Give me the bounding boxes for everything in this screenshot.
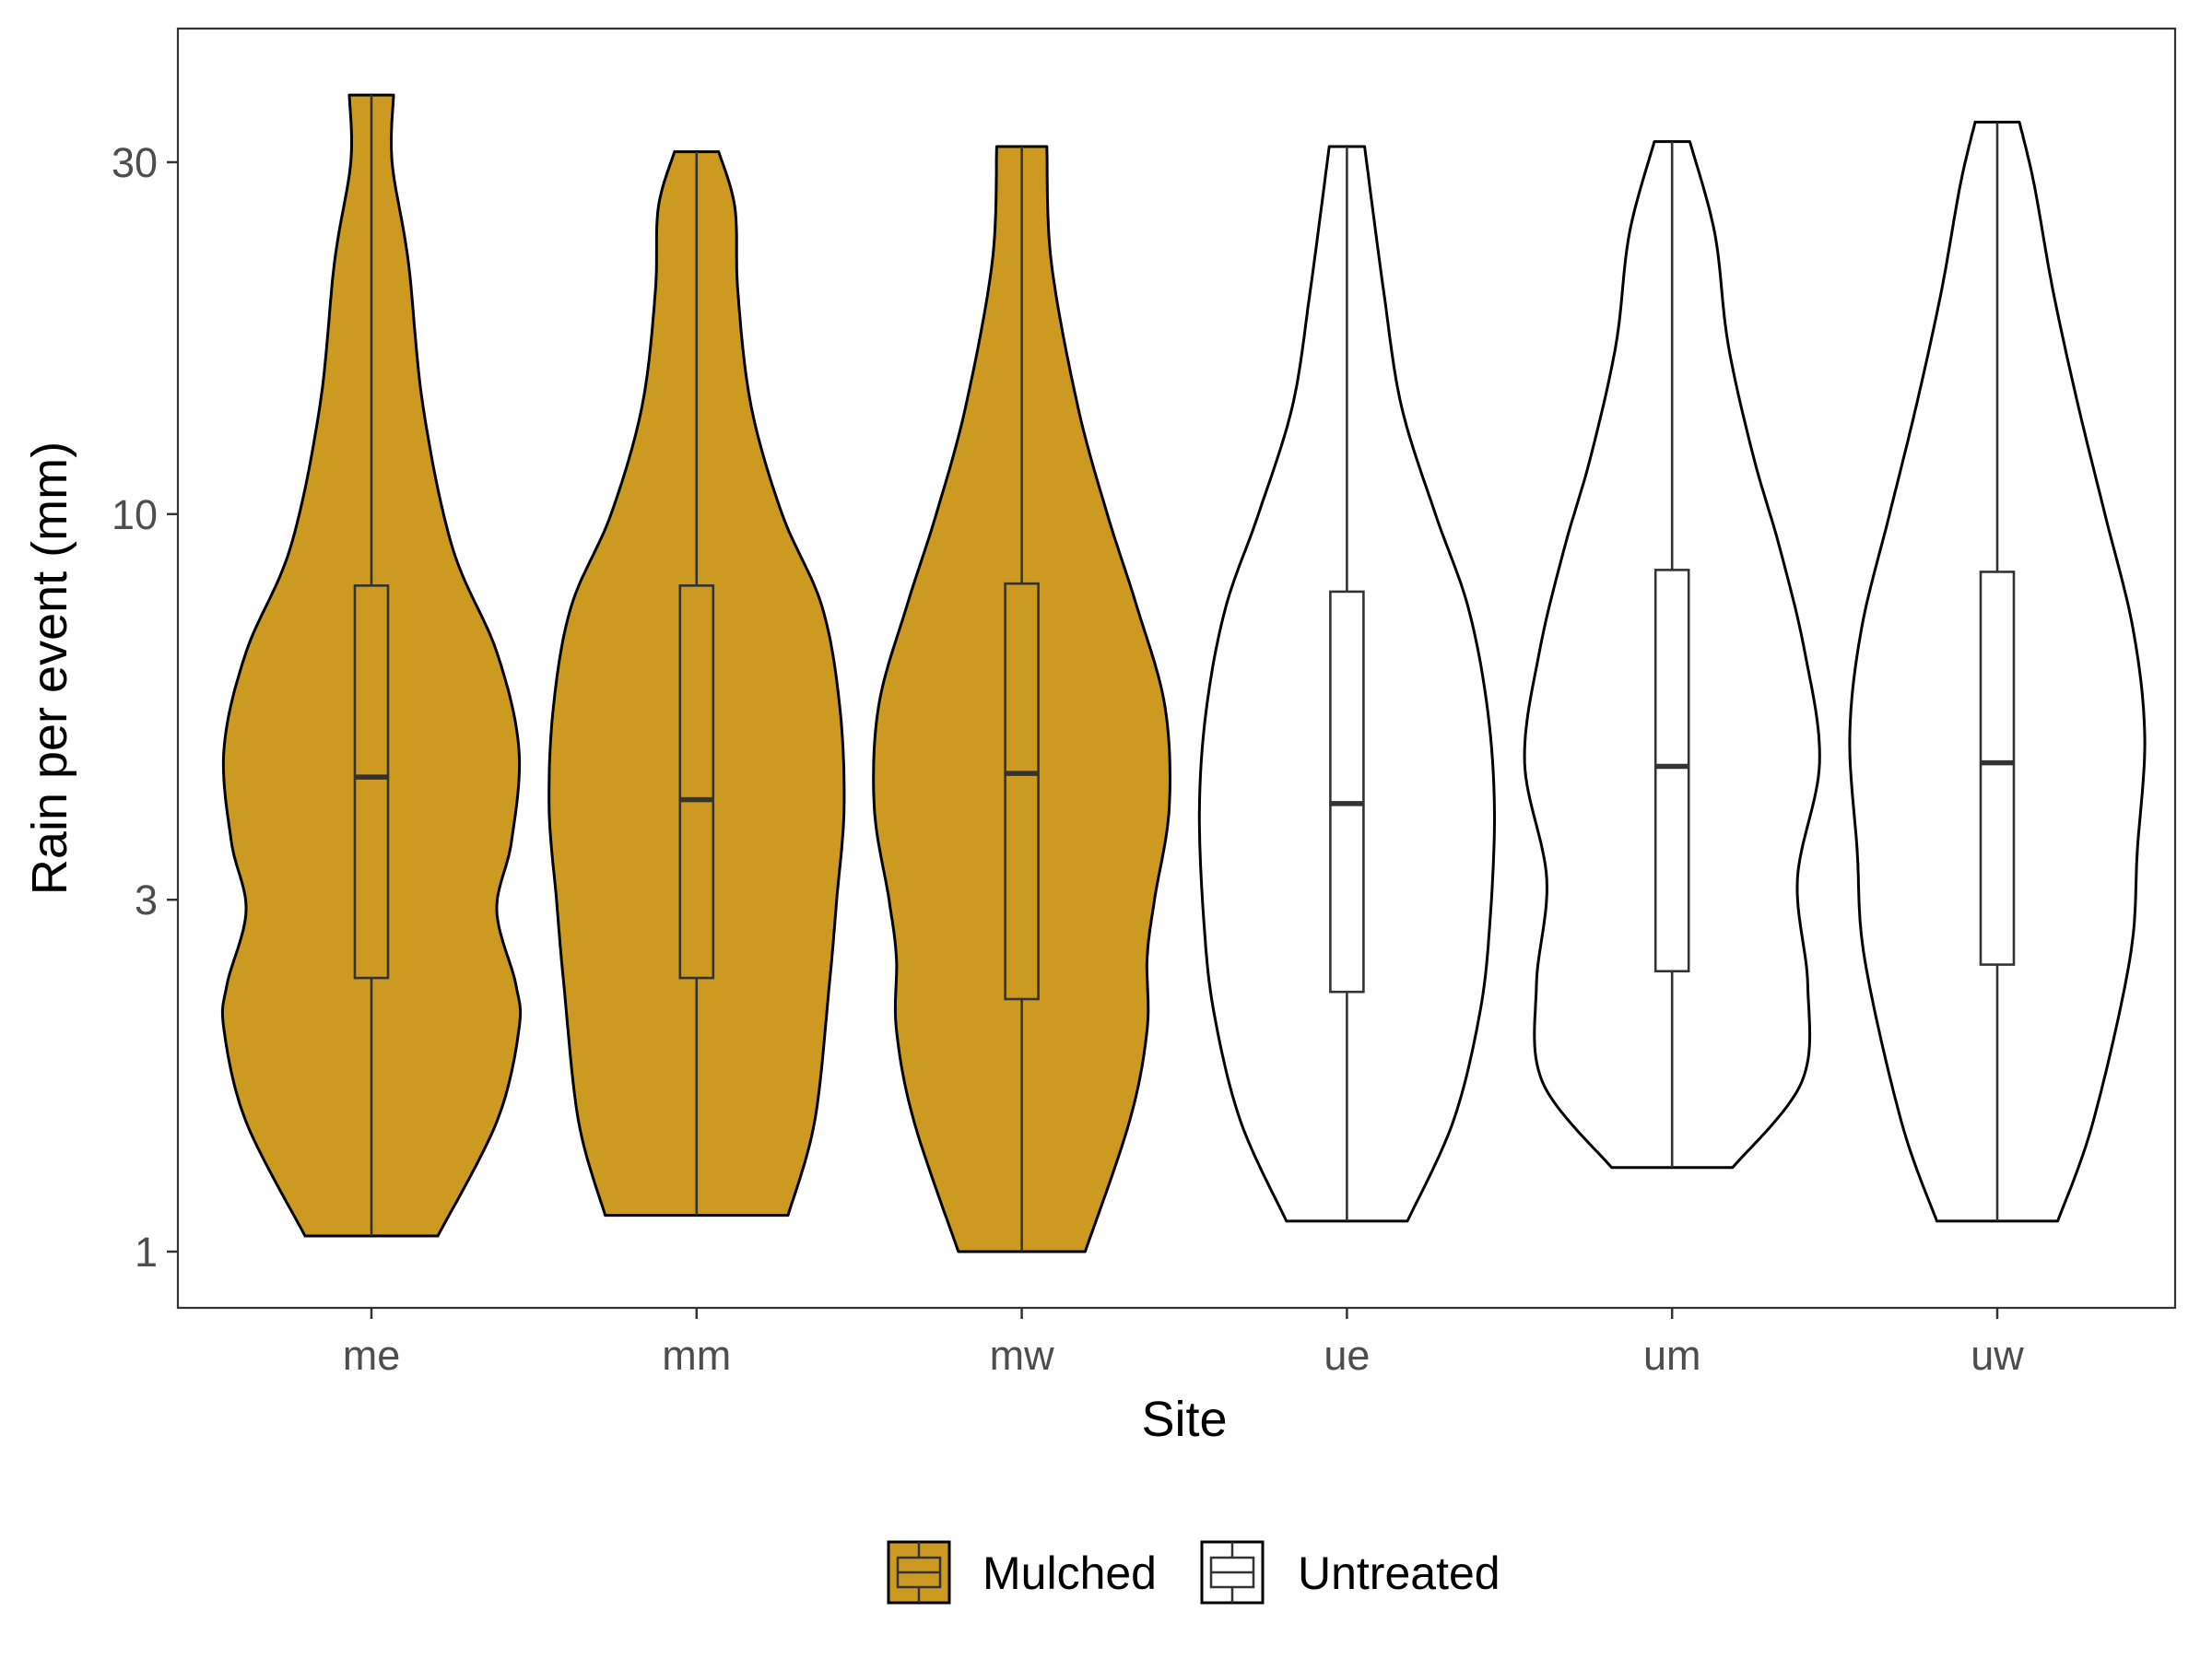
boxplots-layer — [353, 95, 2016, 1252]
box-um — [1653, 569, 1690, 973]
x-tick-label-ue: ue — [1324, 1332, 1370, 1379]
box-mm — [678, 584, 715, 980]
x-axis: me mm mw ue um uw — [343, 1308, 2024, 1379]
box-mw — [1004, 582, 1040, 1001]
legend-label-mulched: Mulched — [982, 1547, 1157, 1599]
x-axis-title: Site — [1141, 1392, 1227, 1447]
y-tick-label-1: 1 — [135, 1229, 158, 1276]
y-tick-label-3: 3 — [135, 877, 158, 924]
x-tick-label-uw: uw — [1971, 1332, 2024, 1379]
box-uw — [1979, 571, 2016, 966]
plot-panel — [178, 29, 2175, 1308]
y-axis-title: Rain per event (mm) — [22, 441, 77, 895]
legend: Mulched Untreated — [887, 1540, 1500, 1605]
y-tick-label-30: 30 — [112, 139, 158, 186]
box-me — [353, 584, 390, 980]
plot-panel-border — [176, 27, 2177, 1310]
x-tick-label-um: um — [1643, 1332, 1701, 1379]
x-tick-label-me: me — [343, 1332, 401, 1379]
legend-key-untreated: Untreated — [1200, 1540, 1500, 1605]
y-axis: 1 3 10 30 — [112, 139, 178, 1276]
legend-key-mulched: Mulched — [887, 1540, 1157, 1605]
legend-label-untreated: Untreated — [1298, 1547, 1500, 1599]
x-tick-label-mm: mm — [662, 1332, 731, 1379]
x-tick-label-mw: mw — [990, 1332, 1054, 1379]
box-ue — [1329, 590, 1365, 994]
y-tick-label-10: 10 — [112, 491, 158, 538]
